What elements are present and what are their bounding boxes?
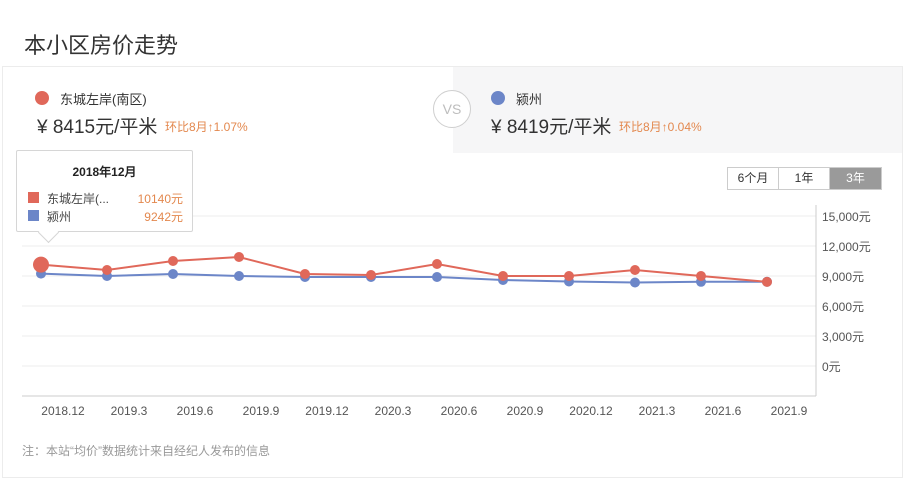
- x-tick-label: 2019.9: [242, 404, 280, 418]
- series-dot-left: [35, 91, 49, 105]
- x-tick-label: 2021.3: [638, 404, 676, 418]
- series-lines: [33, 252, 772, 288]
- community-change: 环比8月↑1.07%: [165, 120, 248, 134]
- y-tick-label: 9,000元: [822, 270, 865, 284]
- data-point[interactable]: [33, 256, 49, 273]
- y-tick-label: 15,000元: [822, 210, 871, 224]
- x-tick-label: 2019.3: [110, 404, 148, 418]
- legend-swatch-blue: [28, 210, 39, 221]
- grid-lines: [22, 215, 816, 367]
- region-name: 颍州: [516, 92, 543, 107]
- region-price: ¥ 8419元/平米: [491, 117, 612, 138]
- y-tick-label: 6,000元: [822, 300, 865, 314]
- data-point[interactable]: [630, 277, 640, 288]
- data-point[interactable]: [432, 259, 442, 269]
- tooltip-series-name: 颍州: [47, 210, 72, 224]
- range-tab-1y[interactable]: 1年: [779, 168, 830, 189]
- y-tick-label: 12,000元: [822, 240, 871, 254]
- chart-tooltip: 2018年12月 东城左岸(... 10140元 颍州 9242元: [16, 150, 193, 232]
- page-title: 本小区房价走势: [24, 33, 179, 58]
- data-point[interactable]: [696, 271, 706, 281]
- data-point[interactable]: [432, 272, 442, 282]
- x-tick-label: 2021.6: [704, 404, 742, 418]
- tooltip-series-name: 东城左岸(...: [47, 192, 109, 206]
- data-point[interactable]: [498, 271, 508, 281]
- x-tick-label: 2020.3: [374, 404, 412, 418]
- tooltip-series-value: 10140元: [137, 192, 183, 206]
- legend-swatch-red: [28, 192, 39, 203]
- data-point[interactable]: [102, 265, 112, 275]
- data-point[interactable]: [564, 271, 574, 281]
- x-tick-label: 2019.12: [305, 404, 349, 418]
- x-tick-label: 2020.9: [506, 404, 544, 418]
- tooltip-row: 颍州 9242元: [28, 208, 183, 224]
- footnote: 注：本站“均价”数据统计来自经纪人发布的信息: [22, 444, 270, 458]
- compare-left: 东城左岸(南区) ¥ 8415元/平米 环比8月↑1.07%: [3, 67, 453, 153]
- compare-right: 颍州 ¥ 8419元/平米 环比8月↑0.04%: [453, 67, 902, 153]
- data-point[interactable]: [762, 276, 772, 287]
- data-point[interactable]: [168, 256, 178, 266]
- range-tabs: 6个月 1年 3年: [727, 167, 882, 190]
- x-tick-label: 2019.6: [176, 404, 214, 418]
- data-point[interactable]: [234, 252, 244, 262]
- tooltip-row: 东城左岸(... 10140元: [28, 190, 183, 206]
- community-price: ¥ 8415元/平米: [37, 117, 158, 138]
- series-line: [40, 272, 768, 284]
- series-dot-right: [491, 91, 505, 105]
- range-tab-3y[interactable]: 3年: [830, 168, 881, 189]
- tooltip-title: 2018年12月: [72, 165, 137, 179]
- x-tick-label: 2018.12: [41, 404, 85, 418]
- series-line: [40, 255, 768, 283]
- range-tab-6m[interactable]: 6个月: [728, 168, 779, 189]
- price-trend-panel: 东城左岸(南区) ¥ 8415元/平米 环比8月↑1.07% 颍州 ¥ 8419…: [2, 66, 903, 478]
- data-point[interactable]: [366, 270, 376, 280]
- vs-badge: VS: [433, 90, 471, 128]
- data-point[interactable]: [300, 269, 310, 279]
- x-tick-label: 2020.12: [569, 404, 613, 418]
- compare-bar: 东城左岸(南区) ¥ 8415元/平米 环比8月↑1.07% 颍州 ¥ 8419…: [3, 67, 902, 153]
- y-tick-label: 3,000元: [822, 330, 865, 344]
- x-tick-label: 2021.9: [770, 404, 808, 418]
- community-name: 东城左岸(南区): [60, 92, 147, 107]
- y-tick-label: 0元: [822, 360, 841, 374]
- data-point[interactable]: [234, 271, 244, 281]
- data-point[interactable]: [168, 269, 178, 279]
- data-point[interactable]: [630, 265, 640, 275]
- x-tick-label: 2020.6: [440, 404, 478, 418]
- region-change: 环比8月↑0.04%: [619, 120, 702, 134]
- tooltip-series-value: 9242元: [144, 210, 183, 224]
